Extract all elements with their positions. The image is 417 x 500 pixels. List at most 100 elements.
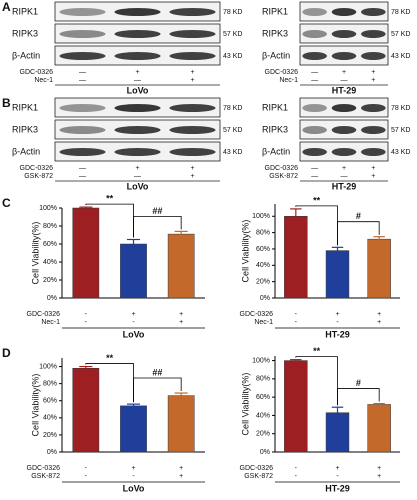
treatment-name: GDC-0326 bbox=[20, 165, 54, 172]
y-tick-label: 40% bbox=[43, 415, 57, 422]
treatment-name: Nec-1 bbox=[34, 77, 53, 84]
treatment-sign: - bbox=[295, 319, 298, 326]
band bbox=[114, 52, 161, 60]
treatment-sign: — bbox=[311, 77, 318, 84]
significance-label: # bbox=[356, 211, 361, 221]
y-axis-title: Cell Viability(%) bbox=[30, 374, 40, 437]
treatment-sign: — bbox=[79, 69, 86, 76]
bar bbox=[325, 412, 350, 453]
band-size: 43 KD bbox=[223, 53, 242, 60]
y-tick-label: 40% bbox=[43, 259, 57, 266]
treatment-name: GDC-0326 bbox=[27, 465, 61, 472]
band bbox=[361, 52, 386, 60]
band-size: 78 KD bbox=[391, 105, 410, 112]
treatment-name: GSK-872 bbox=[244, 473, 273, 480]
significance-label: ** bbox=[106, 353, 114, 363]
y-tick-label: 100% bbox=[252, 357, 270, 364]
treatment-sign: — bbox=[311, 165, 318, 172]
band bbox=[169, 126, 216, 134]
treatment-name: GDC-0326 bbox=[265, 69, 299, 76]
band bbox=[114, 104, 161, 112]
treatment-name: GDC-0326 bbox=[240, 465, 274, 472]
band bbox=[361, 148, 386, 156]
treatment-name: Nec-1 bbox=[279, 77, 298, 84]
bar bbox=[284, 360, 308, 453]
treatment-sign: - bbox=[336, 473, 339, 480]
band bbox=[114, 126, 161, 134]
band bbox=[331, 8, 357, 16]
treatment-sign: — bbox=[311, 69, 318, 76]
band bbox=[59, 52, 106, 60]
treatment-sign: + bbox=[131, 311, 135, 318]
treatment-sign: + bbox=[371, 165, 375, 172]
treatment-sign: — bbox=[134, 77, 141, 84]
treatment-name: GDC-0326 bbox=[240, 311, 274, 318]
band-size: 78 KD bbox=[391, 9, 410, 16]
panel-label: B bbox=[2, 96, 11, 110]
treatment-sign: — bbox=[79, 173, 86, 180]
y-tick-label: 0% bbox=[260, 449, 270, 456]
treatment-sign: - bbox=[295, 311, 298, 318]
significance-bracket bbox=[133, 215, 182, 238]
treatment-name: GSK-872 bbox=[31, 473, 60, 480]
treatment-sign: + bbox=[131, 465, 135, 472]
y-tick-label: 80% bbox=[256, 376, 270, 383]
band bbox=[169, 8, 216, 16]
y-tick-label: 0% bbox=[47, 295, 57, 302]
treatment-sign: - bbox=[85, 319, 88, 326]
treatment-name: GSK-872 bbox=[269, 173, 298, 180]
band-size: 57 KD bbox=[391, 127, 410, 134]
band bbox=[114, 148, 161, 156]
band-label: RIPK3 bbox=[262, 28, 288, 38]
cell-line-label: HT-29 bbox=[332, 85, 357, 95]
band bbox=[302, 148, 327, 156]
band bbox=[114, 30, 161, 38]
band bbox=[361, 30, 386, 38]
band bbox=[169, 52, 216, 60]
y-tick-label: 0% bbox=[47, 449, 57, 456]
treatment-sign: - bbox=[132, 473, 135, 480]
treatment-sign: + bbox=[342, 165, 346, 172]
cell-line-label: LoVo bbox=[127, 85, 149, 95]
treatment-sign: — bbox=[311, 173, 318, 180]
treatment-sign: + bbox=[135, 69, 139, 76]
significance-label: ** bbox=[313, 195, 321, 205]
band-size: 43 KD bbox=[391, 149, 410, 156]
band bbox=[302, 126, 327, 134]
treatment-sign: + bbox=[371, 173, 375, 180]
y-tick-label: 100% bbox=[252, 213, 270, 220]
band bbox=[302, 104, 327, 112]
y-tick-label: 60% bbox=[43, 398, 57, 405]
band-size: 57 KD bbox=[223, 31, 242, 38]
cell-line-label: HT-29 bbox=[332, 181, 357, 191]
band-size: 43 KD bbox=[391, 53, 410, 60]
treatment-sign: + bbox=[342, 69, 346, 76]
band bbox=[361, 104, 386, 112]
band bbox=[59, 30, 106, 38]
treatment-sign: - bbox=[85, 465, 88, 472]
treatment-sign: + bbox=[190, 173, 194, 180]
significance-label: ** bbox=[313, 346, 321, 356]
band bbox=[59, 148, 106, 156]
band bbox=[331, 104, 357, 112]
band bbox=[302, 30, 327, 38]
treatment-sign: - bbox=[132, 319, 135, 326]
treatment-sign: - bbox=[295, 473, 298, 480]
y-tick-label: 100% bbox=[39, 363, 57, 370]
y-tick-label: 100% bbox=[39, 205, 57, 212]
treatment-sign: + bbox=[135, 165, 139, 172]
treatment-sign: — bbox=[341, 173, 348, 180]
treatment-sign: — bbox=[79, 165, 86, 172]
treatment-sign: + bbox=[377, 319, 381, 326]
bar bbox=[120, 405, 147, 453]
bar bbox=[325, 250, 350, 299]
panel-label: A bbox=[2, 0, 11, 14]
y-tick-label: 60% bbox=[256, 246, 270, 253]
significance-label: ## bbox=[152, 367, 162, 377]
y-tick-label: 40% bbox=[256, 412, 270, 419]
y-tick-label: 20% bbox=[43, 277, 57, 284]
cell-line-label: HT-29 bbox=[325, 483, 350, 493]
treatment-name: GDC-0326 bbox=[20, 69, 54, 76]
treatment-name: GDC-0326 bbox=[27, 311, 61, 318]
significance-label: ** bbox=[106, 193, 114, 203]
